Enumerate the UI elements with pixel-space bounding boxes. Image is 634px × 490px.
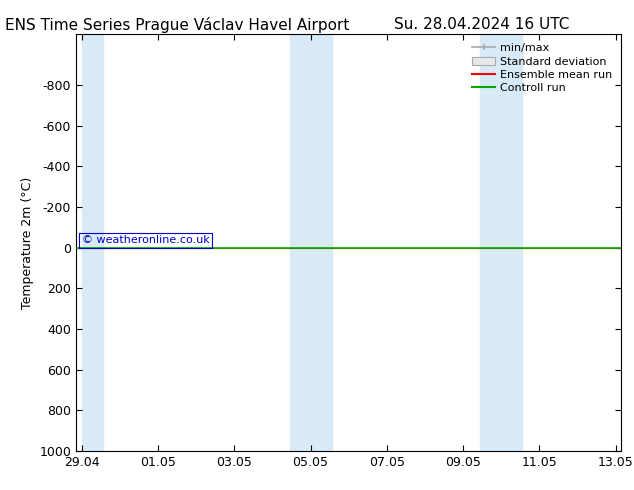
- Y-axis label: Temperature 2m (°C): Temperature 2m (°C): [21, 176, 34, 309]
- Legend: min/max, Standard deviation, Ensemble mean run, Controll run: min/max, Standard deviation, Ensemble me…: [469, 40, 616, 97]
- Text: © weatheronline.co.uk: © weatheronline.co.uk: [82, 236, 209, 245]
- Bar: [82, 34, 103, 451]
- Bar: [290, 34, 332, 451]
- Bar: [480, 34, 522, 451]
- Text: Su. 28.04.2024 16 UTC: Su. 28.04.2024 16 UTC: [394, 17, 569, 32]
- Text: ENS Time Series Prague Václav Havel Airport: ENS Time Series Prague Václav Havel Airp…: [5, 17, 350, 33]
